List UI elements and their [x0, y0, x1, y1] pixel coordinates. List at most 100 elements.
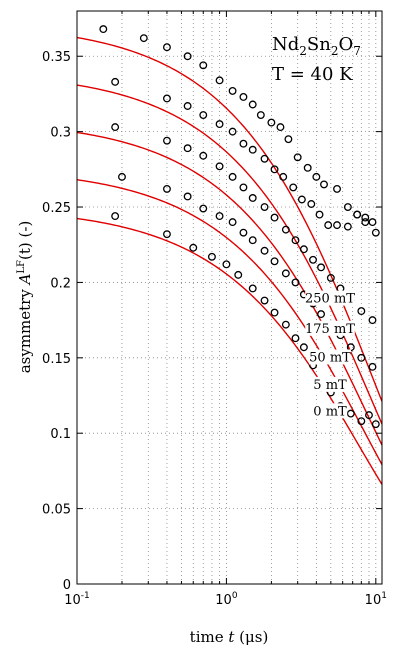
- data-point: [234, 270, 243, 279]
- fit-curve: [76, 84, 383, 425]
- series-label-background: [312, 403, 348, 419]
- data-point: [239, 139, 248, 148]
- y-tick-label: 0.05: [42, 503, 71, 518]
- fit-curve: [76, 217, 383, 485]
- data-point: [307, 200, 316, 208]
- series-label: 50 mT: [309, 351, 351, 366]
- data-point: [215, 76, 224, 85]
- data-point: [281, 225, 290, 234]
- series-label-background: [312, 376, 348, 392]
- data-point: [162, 94, 171, 103]
- y-tick-label: 0.35: [42, 50, 71, 65]
- data-point: [248, 284, 257, 293]
- x-tick-label: 100: [215, 591, 238, 608]
- data-point: [297, 195, 306, 204]
- data-point: [343, 222, 352, 231]
- y-tick-label: 0.3: [50, 126, 71, 141]
- y-tick-label: 0.25: [42, 201, 71, 216]
- series-label-background: [305, 290, 355, 306]
- y-tick-label: 0.15: [42, 352, 71, 367]
- data-point: [357, 353, 366, 362]
- data-point: [365, 411, 373, 420]
- data-point: [291, 236, 300, 245]
- data-point: [317, 263, 325, 272]
- data-point: [368, 316, 377, 325]
- data-point: [343, 203, 352, 211]
- series-label-background: [309, 349, 351, 365]
- data-point: [289, 183, 298, 192]
- ticks: 0 0.05 0.1 0.15 0.2 0.25 0.3 0.35 10-1 100 101: [42, 11, 387, 608]
- data-point: [248, 194, 257, 202]
- data-point: [228, 127, 237, 136]
- data-point: [320, 180, 328, 189]
- series-label: 175 mT: [305, 322, 355, 337]
- data-point: [199, 204, 208, 213]
- data-point: [303, 163, 312, 172]
- data-point: [111, 123, 120, 132]
- data-point: [260, 154, 269, 163]
- data-point: [317, 310, 325, 319]
- data-point: [371, 228, 380, 237]
- data-point: [299, 245, 308, 254]
- data-point: [357, 307, 366, 316]
- fit-curve: [76, 36, 383, 402]
- data-point: [270, 213, 279, 222]
- y-tick-label: 0: [63, 578, 71, 593]
- data-point: [284, 135, 293, 144]
- data-point: [357, 417, 366, 426]
- data-point: [99, 25, 108, 34]
- data-point: [299, 343, 308, 352]
- data-point: [215, 212, 224, 221]
- data-point: [281, 269, 290, 278]
- fit-curve: [76, 131, 383, 446]
- data-point: [333, 221, 341, 230]
- data-point: [326, 273, 335, 282]
- x-tick-label: 10-1: [64, 591, 90, 608]
- data-point: [270, 165, 279, 174]
- data-point: [248, 100, 257, 109]
- data-point: [293, 153, 302, 162]
- data-point: [333, 184, 341, 193]
- series-label: 0 mT: [313, 404, 347, 419]
- data-point: [162, 136, 171, 145]
- data-point: [199, 111, 208, 119]
- data-point: [228, 218, 237, 227]
- data-point: [368, 362, 377, 371]
- data-point: [279, 172, 288, 181]
- series-label: 250 mT: [305, 292, 355, 307]
- y-axis-title: asymmetry ALF(t) (-): [16, 221, 34, 374]
- data-point: [361, 213, 370, 222]
- series-labels: 250 mT 175 mT 50 mT 5 mT 0 mT: [305, 290, 355, 419]
- data-point: [111, 212, 120, 221]
- x-axis-title: time t (μs): [190, 628, 269, 646]
- plot-frame: [76, 10, 383, 585]
- data-point: [228, 86, 237, 95]
- data-point: [260, 246, 269, 255]
- data-point: [199, 151, 208, 160]
- data-point: [222, 260, 231, 269]
- data-point: [324, 221, 333, 230]
- data-point: [183, 102, 192, 110]
- data-point: [267, 118, 276, 127]
- temperature-label: T = 40 K: [272, 64, 353, 85]
- data-point: [256, 111, 265, 119]
- data-point: [228, 172, 237, 181]
- x-tick-label: 101: [365, 591, 387, 608]
- data-point: [346, 409, 355, 418]
- data-point: [183, 192, 192, 201]
- data-point: [291, 334, 300, 343]
- fit-curve: [76, 179, 383, 465]
- data-point: [276, 123, 285, 132]
- data-point: [260, 296, 269, 305]
- data-point: [248, 145, 257, 154]
- data-point: [162, 43, 171, 52]
- y-tick-label: 0.1: [50, 427, 71, 442]
- y-tick-label: 0.2: [50, 276, 71, 291]
- data-point: [291, 278, 300, 287]
- sample-label: Nd2Sn2O7: [272, 34, 361, 58]
- data-point: [239, 228, 248, 237]
- data-point: [199, 61, 208, 70]
- data-point: [371, 420, 380, 429]
- data-point: [270, 257, 279, 266]
